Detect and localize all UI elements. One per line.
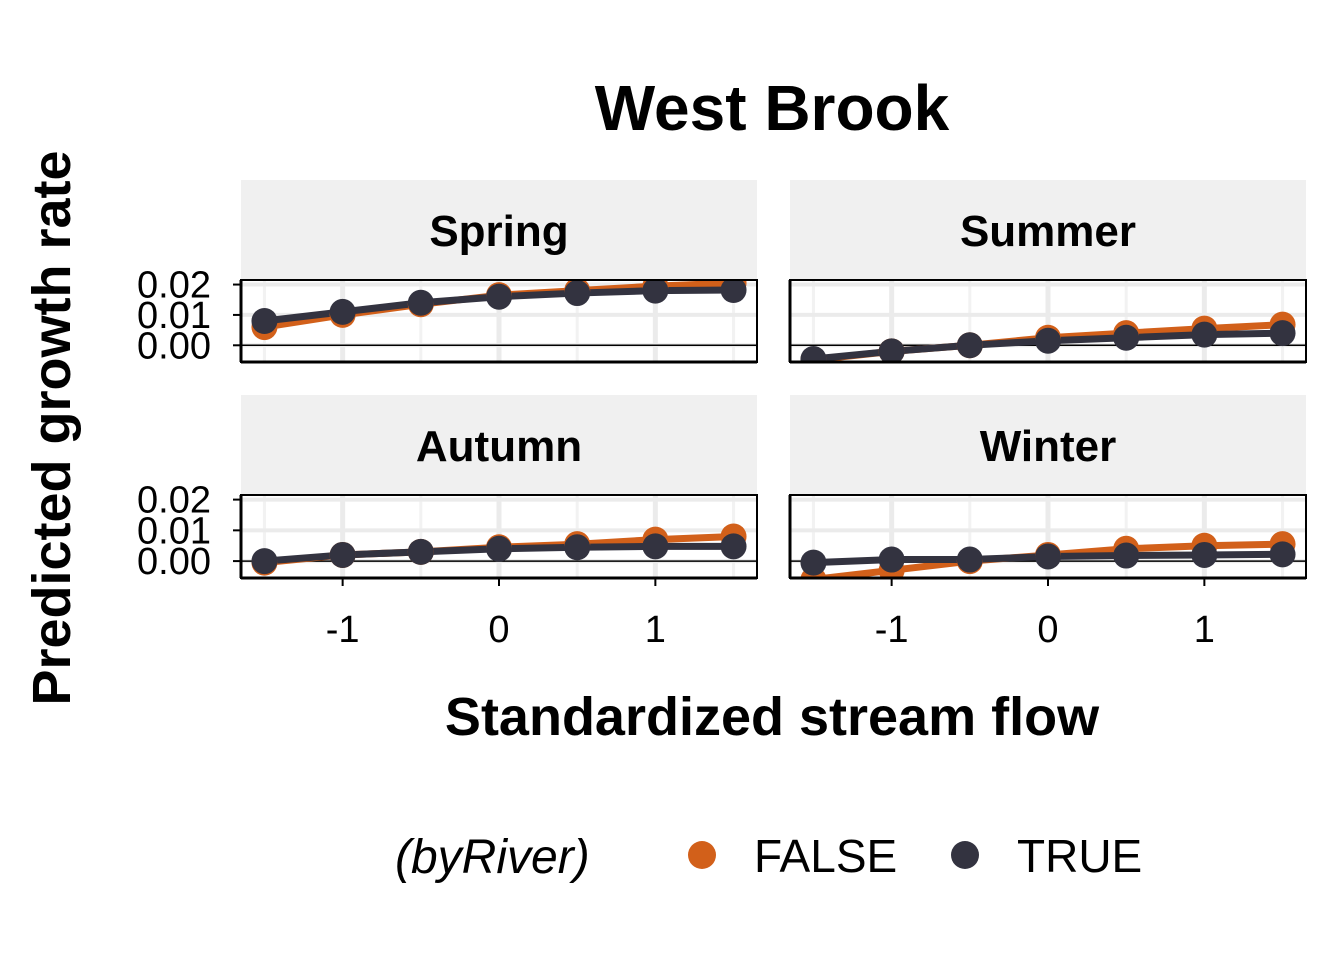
data-point-true	[564, 280, 591, 307]
data-point-true	[1191, 321, 1218, 348]
x-tick-label: 1	[1194, 609, 1215, 651]
data-point-true	[1269, 541, 1296, 568]
x-tick-label: -1	[875, 609, 909, 651]
strip-label-summer: Summer	[960, 207, 1136, 256]
data-point-true	[720, 280, 747, 304]
data-point-true	[407, 538, 434, 565]
data-point-true	[329, 541, 356, 568]
y-tick-label: 0.00	[137, 541, 211, 583]
legend-label-false: FALSE	[754, 830, 897, 882]
data-point-true	[329, 298, 356, 325]
x-tick-label: 1	[645, 609, 666, 651]
x-tick-label: 0	[488, 609, 509, 651]
data-point-true	[642, 533, 669, 560]
data-point-true	[720, 533, 747, 560]
strip-summer	[790, 180, 1306, 280]
data-point-true	[251, 308, 278, 334]
strip-winter	[790, 395, 1306, 495]
data-point-true	[1035, 543, 1061, 570]
strip-spring	[241, 180, 757, 280]
plot-area-winter	[790, 495, 1306, 578]
chart-title: West Brook	[595, 72, 950, 144]
data-point-true	[486, 283, 512, 310]
data-point-true	[564, 534, 591, 561]
facet-panels: Spring0.000.010.02SummerAutumn0.000.010.…	[137, 180, 1307, 651]
data-point-true	[407, 289, 434, 316]
strip-autumn	[241, 395, 757, 495]
plot-area-spring	[241, 280, 757, 362]
data-point-true	[800, 549, 827, 576]
legend-key-false	[688, 841, 716, 869]
data-point-true	[642, 280, 669, 304]
data-point-true	[486, 535, 512, 562]
legend-label-true: TRUE	[1017, 830, 1142, 882]
data-point-true	[956, 546, 983, 573]
strip-label-autumn: Autumn	[416, 422, 582, 471]
panel-winter: Winter -1 0 1	[788, 395, 1307, 651]
x-tick-label: -1	[326, 609, 360, 651]
strip-label-winter: Winter	[980, 422, 1117, 471]
y-axis-title: Predicted growth rate	[22, 150, 82, 705]
data-point-true	[878, 546, 905, 573]
data-point-true	[878, 338, 905, 362]
data-point-true	[251, 548, 278, 575]
y-tick-label: 0.01	[137, 295, 211, 337]
plot-area-summer	[790, 280, 1306, 362]
strip-label-spring: Spring	[429, 207, 568, 256]
y-tick-label: 0.02	[137, 265, 211, 307]
legend: (byRiver) FALSE TRUE	[395, 830, 1142, 884]
data-point-true	[1113, 324, 1140, 351]
x-axis-title: Standardized stream flow	[445, 687, 1100, 747]
panel-autumn: Autumn 0.000.010.02 -1 0 1	[137, 395, 758, 651]
panel-spring: Spring 0.000.010.02	[137, 180, 758, 367]
plot-area-autumn	[241, 495, 757, 578]
data-point-true	[1113, 542, 1140, 569]
y-tick-label: 0.01	[137, 510, 211, 552]
data-point-true	[800, 345, 827, 362]
data-point-true	[956, 332, 983, 359]
y-tick-label: 0.02	[137, 480, 211, 522]
data-point-true	[1269, 320, 1296, 347]
y-tick-label: 0.00	[137, 325, 211, 367]
data-point-true	[1191, 541, 1218, 568]
legend-key-true	[951, 841, 979, 869]
x-tick-label: 0	[1037, 609, 1058, 651]
panel-summer: Summer	[788, 180, 1307, 364]
legend-title: (byRiver)	[395, 831, 590, 884]
data-point-true	[1035, 327, 1061, 354]
